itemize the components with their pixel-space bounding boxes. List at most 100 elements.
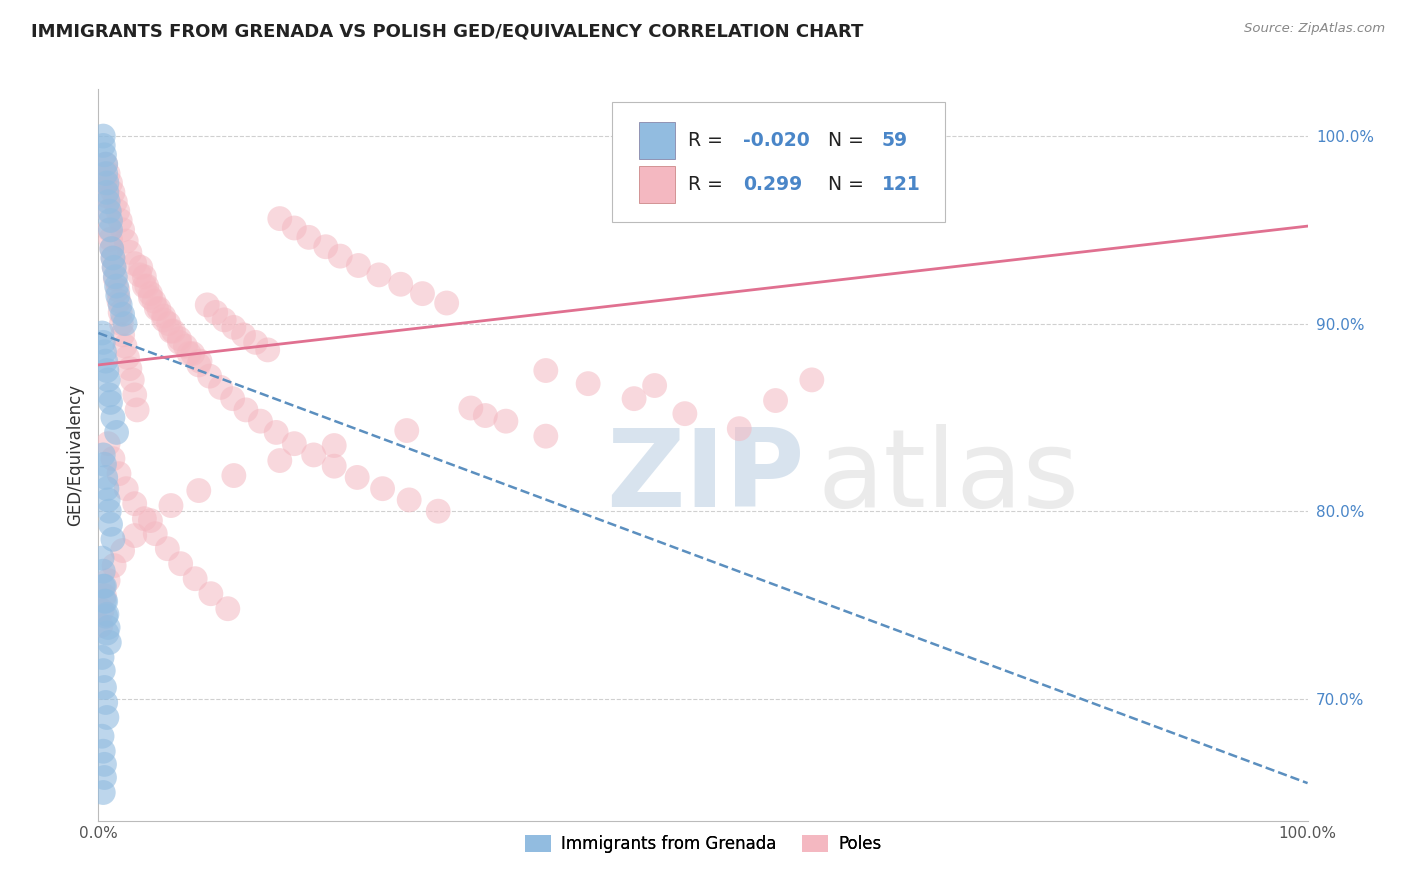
Point: [181, 346, 204, 360]
Text: IMMIGRANTS FROM GRENADA VS POLISH GED/EQUIVALENCY CORRELATION CHART: IMMIGRANTS FROM GRENADA VS POLISH GED/EQ…: [31, 22, 863, 40]
Point: [98, 388, 121, 402]
Point: [195, 298, 218, 312]
Point: [169, 557, 191, 571]
Point: [96, 482, 118, 496]
Point: [128, 268, 150, 282]
Point: [91, 785, 114, 799]
Point: [371, 482, 394, 496]
Point: [93, 148, 115, 162]
Point: [162, 324, 184, 338]
Text: -0.020: -0.020: [742, 131, 810, 150]
Point: [209, 380, 232, 394]
Point: [91, 604, 114, 618]
Point: [117, 351, 139, 365]
Point: [111, 543, 134, 558]
Point: [346, 470, 368, 484]
Point: [101, 410, 124, 425]
Point: [100, 242, 122, 256]
Point: [179, 346, 201, 360]
Point: [110, 317, 132, 331]
Point: [411, 286, 433, 301]
Point: [91, 744, 114, 758]
Point: [323, 459, 346, 474]
Point: [728, 422, 751, 436]
Point: [143, 294, 166, 309]
Text: ZIP: ZIP: [606, 424, 804, 530]
Point: [100, 232, 122, 246]
Point: [100, 176, 122, 190]
Point: [97, 620, 120, 634]
Point: [198, 369, 221, 384]
Point: [91, 448, 114, 462]
Point: [395, 424, 418, 438]
Point: [495, 414, 517, 428]
Text: Source: ZipAtlas.com: Source: ZipAtlas.com: [1244, 22, 1385, 36]
Point: [100, 395, 122, 409]
Point: [93, 579, 115, 593]
Point: [135, 279, 157, 293]
Point: [107, 288, 129, 302]
Point: [148, 301, 170, 316]
Point: [129, 260, 152, 275]
Point: [245, 335, 267, 350]
Point: [93, 176, 115, 190]
Point: [94, 609, 117, 624]
Point: [90, 618, 112, 632]
Point: [108, 213, 131, 227]
Point: [97, 492, 120, 507]
Y-axis label: GED/Equivalency: GED/Equivalency: [66, 384, 84, 526]
Point: [91, 138, 114, 153]
Point: [108, 298, 131, 312]
Text: atlas: atlas: [818, 424, 1080, 530]
Point: [169, 335, 191, 350]
Point: [101, 186, 124, 200]
Point: [389, 277, 412, 292]
Point: [107, 204, 129, 219]
Point: [152, 313, 174, 327]
Point: [283, 221, 305, 235]
Point: [98, 635, 121, 649]
Point: [212, 313, 235, 327]
Point: [623, 392, 645, 406]
Point: [93, 757, 115, 772]
Point: [134, 269, 156, 284]
Point: [97, 204, 120, 219]
Point: [93, 589, 115, 603]
Point: [100, 242, 122, 256]
Point: [127, 403, 149, 417]
Point: [103, 260, 125, 275]
Point: [91, 664, 114, 678]
Point: [139, 514, 162, 528]
Point: [576, 376, 599, 391]
Point: [100, 517, 122, 532]
Point: [108, 467, 131, 481]
FancyBboxPatch shape: [638, 166, 675, 202]
Point: [145, 301, 167, 316]
Point: [105, 279, 128, 293]
Point: [108, 305, 131, 319]
Point: [139, 290, 162, 304]
Point: [283, 436, 305, 450]
Point: [298, 230, 321, 244]
Point: [93, 344, 115, 359]
Point: [329, 249, 352, 263]
Point: [174, 339, 197, 353]
Point: [94, 696, 117, 710]
Point: [222, 320, 245, 334]
Point: [368, 268, 391, 282]
Point: [96, 710, 118, 724]
Point: [114, 317, 136, 331]
Point: [96, 363, 118, 377]
Point: [96, 186, 118, 200]
Point: [111, 307, 134, 321]
Point: [188, 354, 211, 368]
Point: [152, 309, 174, 323]
Point: [256, 343, 278, 357]
Point: [94, 594, 117, 608]
FancyBboxPatch shape: [613, 102, 945, 222]
Point: [94, 157, 117, 171]
Point: [114, 339, 136, 353]
Point: [124, 388, 146, 402]
Point: [101, 451, 124, 466]
Point: [232, 327, 254, 342]
